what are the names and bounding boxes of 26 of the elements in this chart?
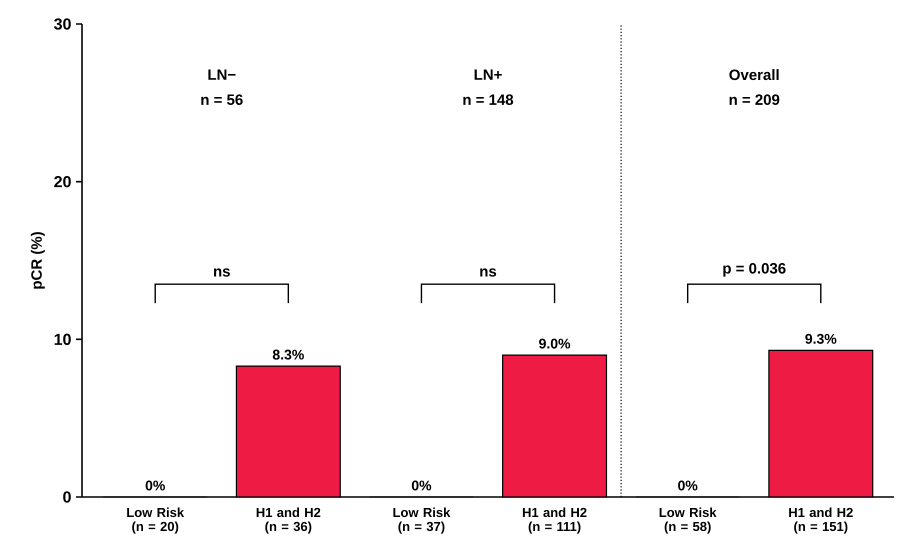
data-label: 9.0% bbox=[539, 338, 570, 349]
annotation: LN+ bbox=[474, 69, 502, 80]
data-label: 9.3% bbox=[805, 334, 836, 344]
x-tick-label: Low Risk (n = 20) bbox=[127, 508, 184, 534]
y-tick-label: 20 bbox=[54, 176, 71, 188]
annotation: n = 148 bbox=[463, 94, 514, 105]
x-tick-label: H1 and H2 (n = 111) bbox=[522, 508, 587, 534]
x-tick-label: H1 and H2 (n = 36) bbox=[256, 508, 320, 534]
data-label: 8.3% bbox=[272, 350, 304, 360]
annotation: ns bbox=[480, 268, 496, 277]
y-tick-label: 30 bbox=[54, 18, 71, 30]
y-axis-title: pCR (%) bbox=[30, 232, 45, 289]
annotation: n = 56 bbox=[201, 94, 243, 105]
annotation: Overall bbox=[729, 69, 779, 80]
data-label: 0% bbox=[146, 480, 165, 490]
y-tick-label: 10 bbox=[54, 334, 71, 345]
y-tick-label: 0 bbox=[63, 491, 71, 503]
annotation: ns bbox=[214, 268, 230, 277]
annotation: LN− bbox=[208, 69, 236, 80]
x-tick-label: Low Risk (n = 37) bbox=[393, 508, 450, 534]
x-tick-label: H1 and H2 (n = 151) bbox=[789, 508, 853, 534]
annotation: n = 209 bbox=[730, 94, 780, 105]
x-tick-label: Low Risk (n = 58) bbox=[660, 508, 717, 534]
annotation: p = 0.036 bbox=[723, 263, 786, 277]
data-label: 0% bbox=[678, 480, 698, 490]
data-label: 0% bbox=[412, 480, 432, 490]
